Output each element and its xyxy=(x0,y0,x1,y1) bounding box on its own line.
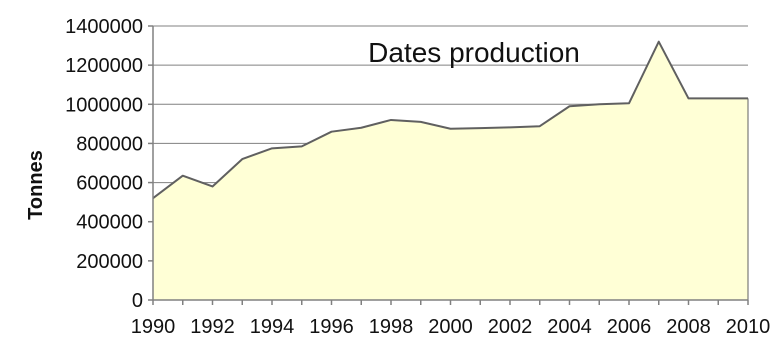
y-tick-label: 1200000 xyxy=(65,55,143,77)
y-tick-label: 200000 xyxy=(76,251,143,273)
y-tick-labels: 0 200000 400000 600000 800000 1000000 1200000 1… xyxy=(65,16,143,312)
y-tick-label: 800000 xyxy=(76,133,143,155)
y-axis-label: Tonnes xyxy=(25,150,47,220)
x-tick-label: 2006 xyxy=(607,316,652,338)
x-tick-label: 1996 xyxy=(309,316,354,338)
y-tick-label: 1000000 xyxy=(65,94,143,116)
x-tick-label: 1998 xyxy=(369,316,414,338)
production-line xyxy=(152,40,748,200)
chart-title: Dates production xyxy=(368,37,580,68)
x-tick-label: 2002 xyxy=(488,316,533,338)
y-tick-label: 400000 xyxy=(76,212,143,234)
x-tick-label: 2000 xyxy=(428,316,473,338)
x-tick-label: 2008 xyxy=(666,316,711,338)
x-tick-labels: 1990 1992 1994 1996 1998 2000 2002 2004 2006 2008… xyxy=(131,316,771,338)
x-tick-label: 1994 xyxy=(250,316,295,338)
area-layer xyxy=(152,40,749,301)
y-tick-label: 1400000 xyxy=(65,16,143,38)
production-area xyxy=(153,41,748,301)
x-tick-label: 1990 xyxy=(131,316,176,338)
axis-layer xyxy=(148,25,749,305)
x-tick-label: 1992 xyxy=(190,316,235,338)
y-tick-label: 0 xyxy=(132,290,143,312)
x-tick-label: 2010 xyxy=(726,316,771,338)
x-tick-label: 2004 xyxy=(547,316,592,338)
y-tick-label: 600000 xyxy=(76,173,143,195)
